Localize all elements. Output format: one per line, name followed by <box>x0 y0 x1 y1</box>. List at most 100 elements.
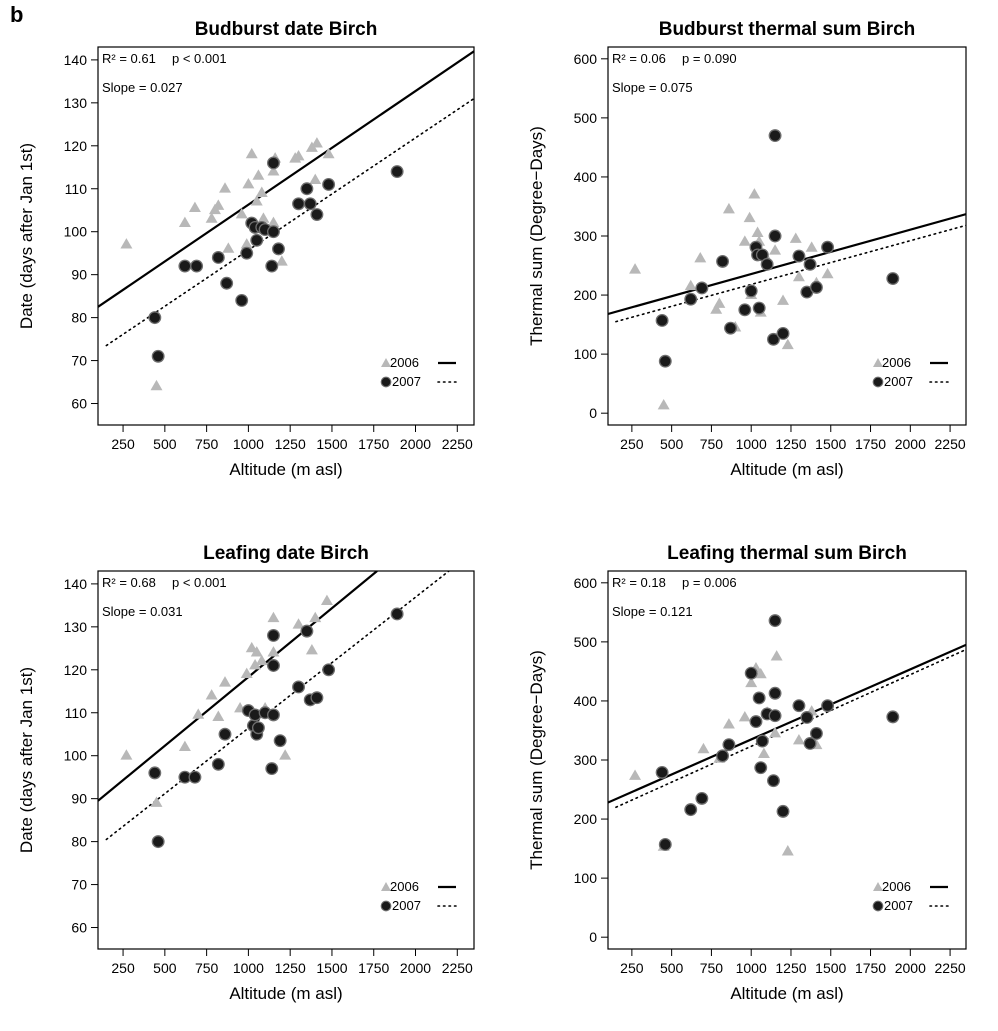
x-tick-label: 1000 <box>233 960 264 976</box>
point-2007 <box>655 765 669 779</box>
fit-line-2006 <box>98 571 378 802</box>
point-2007 <box>809 280 823 294</box>
y-tick-label: 80 <box>71 834 87 850</box>
y-tick-label: 100 <box>64 748 88 764</box>
point-2007 <box>292 680 305 694</box>
plot-frame <box>97 46 475 426</box>
x-tick-label: 750 <box>195 436 219 452</box>
legend-label-2007: 2007 <box>884 898 913 913</box>
point-2007 <box>684 292 698 306</box>
y-tick-label: 120 <box>64 662 88 678</box>
point-2006 <box>751 226 764 237</box>
y-tick-label: 70 <box>71 877 87 893</box>
plot-frame <box>97 570 475 950</box>
x-tick-label: 1500 <box>316 960 347 976</box>
point-2007 <box>218 727 232 741</box>
point-2007 <box>658 838 672 851</box>
point-2006 <box>267 611 280 623</box>
point-2007 <box>310 691 324 705</box>
point-2007 <box>251 721 265 735</box>
point-2006 <box>279 749 292 760</box>
point-2007 <box>390 607 404 621</box>
y-tick-label: 300 <box>574 228 598 244</box>
point-2007 <box>803 737 817 750</box>
point-2006 <box>267 165 280 176</box>
point-2007 <box>760 257 774 271</box>
point-2006 <box>745 676 758 688</box>
legend-label-2007: 2007 <box>884 374 913 389</box>
x-tick-label: 1500 <box>815 436 846 452</box>
point-2007 <box>151 349 165 363</box>
chart-panel-3: Leafing date Birch 250 500 750 1000 1250 1500 1… <box>17 543 475 1003</box>
stat-slope: Slope = 0.121 <box>612 604 693 619</box>
point-2007 <box>148 766 162 780</box>
point-2006 <box>267 646 280 657</box>
point-2007 <box>752 691 766 705</box>
point-2006 <box>205 689 218 700</box>
point-2006 <box>777 294 790 305</box>
point-2007 <box>267 156 280 170</box>
y-tick-label: 0 <box>589 929 597 945</box>
point-2007 <box>724 321 737 335</box>
point-2006 <box>235 208 248 219</box>
point-2007 <box>178 259 192 273</box>
point-2006 <box>242 177 255 189</box>
data-area <box>608 129 966 410</box>
point-2006 <box>309 611 322 623</box>
point-2006 <box>757 747 770 758</box>
y-tick-label: 100 <box>574 870 598 886</box>
point-2007 <box>768 686 782 700</box>
x-tick-label: 1750 <box>358 960 389 976</box>
point-2007 <box>695 791 709 805</box>
data-area <box>98 50 474 391</box>
point-2006 <box>150 796 163 807</box>
point-2007 <box>776 804 790 818</box>
point-2007 <box>658 354 672 368</box>
x-tick-label: 250 <box>620 960 644 976</box>
y-tick-label: 80 <box>71 310 87 326</box>
point-2006 <box>178 216 191 228</box>
y-tick-label: 90 <box>71 267 87 283</box>
x-tick-label: 750 <box>195 960 219 976</box>
y-axis-label: Thermal sum (Degree−Days) <box>527 650 546 870</box>
legend: 2006 2007 <box>872 355 951 389</box>
x-tick-label: 1750 <box>358 436 389 452</box>
point-2007 <box>322 663 336 677</box>
point-2007 <box>250 233 264 247</box>
legend-label-2007: 2007 <box>392 374 421 389</box>
x-tick-label: 250 <box>111 436 135 452</box>
x-tick-label: 1250 <box>275 960 306 976</box>
point-2006 <box>789 232 802 243</box>
point-2006 <box>309 173 322 185</box>
x-tick-label: 1000 <box>736 960 767 976</box>
point-2006 <box>255 186 268 197</box>
x-axis-label: Altitude (m asl) <box>730 460 843 479</box>
point-2006 <box>240 667 253 678</box>
point-2007 <box>755 734 769 748</box>
stat-r2: R² = 0.18 <box>612 575 666 590</box>
y-tick-label: 100 <box>574 346 598 362</box>
y-tick-label: 70 <box>71 353 87 369</box>
point-2007 <box>300 624 314 638</box>
point-2006 <box>255 654 268 666</box>
stat-slope: Slope = 0.075 <box>612 80 693 95</box>
point-2007 <box>767 332 780 346</box>
point-2007 <box>754 761 768 775</box>
point-2006 <box>770 650 783 661</box>
point-2007 <box>272 242 285 256</box>
y-tick-label: 600 <box>574 575 598 591</box>
point-2006 <box>249 659 262 670</box>
legend-marker-2007 <box>872 376 884 388</box>
point-2007 <box>300 182 314 196</box>
point-2006 <box>781 338 794 350</box>
stat-p: p < 0.001 <box>172 51 227 66</box>
point-2007 <box>886 272 900 285</box>
data-area <box>608 614 966 856</box>
point-2007 <box>390 165 404 179</box>
point-2007 <box>767 774 780 788</box>
point-2006 <box>292 150 305 161</box>
x-tick-label: 1750 <box>855 436 886 452</box>
y-tick-label: 110 <box>65 705 88 721</box>
point-2006 <box>257 212 270 223</box>
